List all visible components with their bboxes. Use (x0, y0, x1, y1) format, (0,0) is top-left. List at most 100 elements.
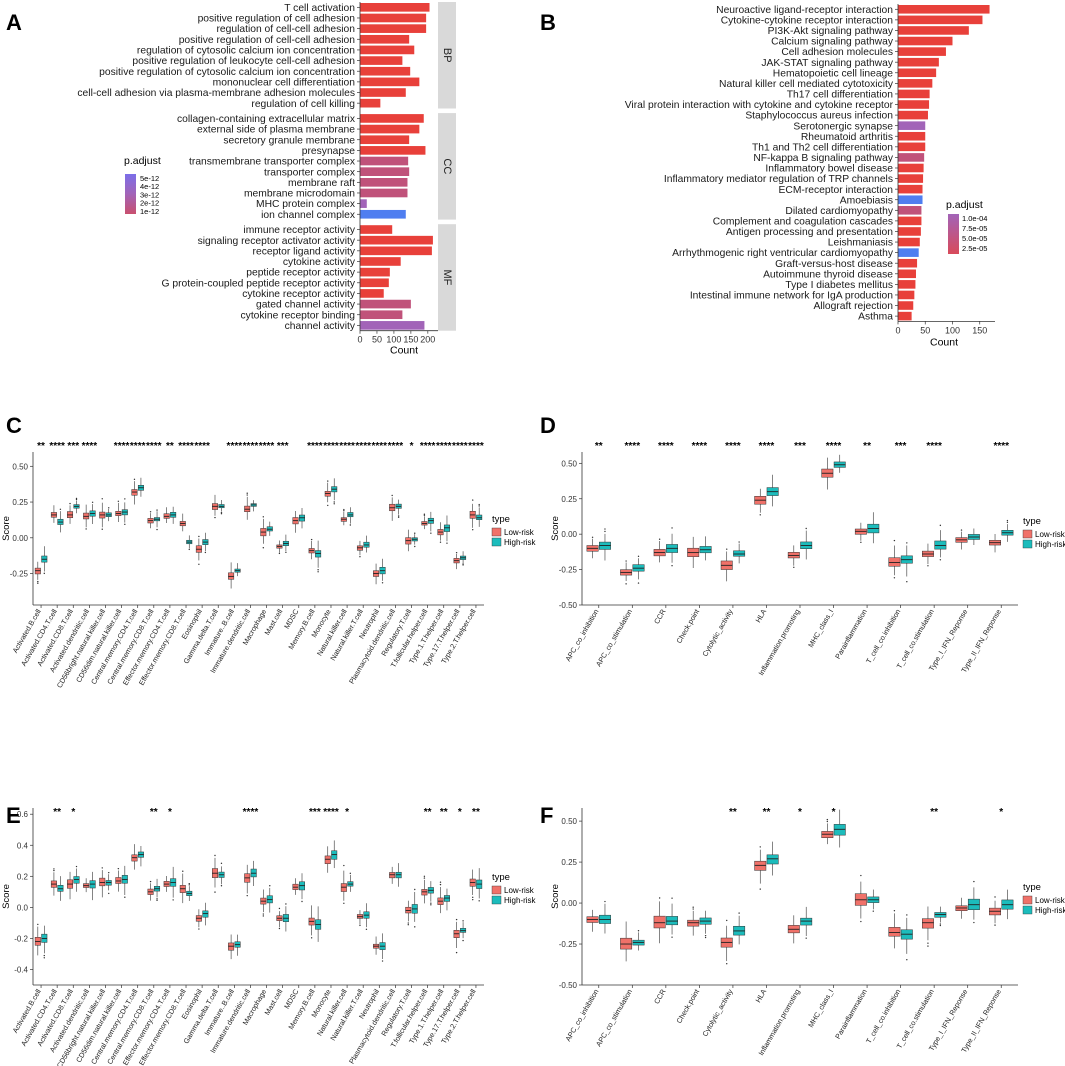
high-risk-box (766, 854, 779, 865)
outlier-point (262, 516, 265, 518)
legend-tick-label: 2e-12 (140, 199, 159, 208)
panel-letter-c: C (6, 413, 22, 438)
outlier-point (278, 927, 281, 930)
outlier-point (906, 581, 908, 583)
outlier-point (692, 906, 694, 908)
outlier-point (860, 920, 862, 923)
kegg-bar (898, 110, 928, 120)
go-bar (360, 24, 427, 33)
legend-tick-label: 1.0e-04 (962, 214, 987, 223)
significance-label: **** (49, 441, 65, 452)
go-bar (360, 310, 403, 320)
kegg-pathway-label: JAK-STAT signaling pathway (761, 58, 893, 69)
y-tick-label: 0.6 (17, 810, 29, 819)
outlier-point (478, 900, 480, 902)
legend-key (491, 527, 502, 537)
low-risk-box (324, 855, 331, 864)
go-bar (360, 114, 424, 123)
outlier-point (343, 864, 345, 867)
outlier-point (69, 502, 71, 505)
legend-tick-label: 5.0e-05 (962, 234, 987, 243)
significance-label: * (345, 807, 349, 818)
x-category-label: HLA (753, 987, 768, 1004)
outlier-point (246, 894, 248, 897)
significance-label: **** (372, 441, 388, 452)
high-risk-box (73, 876, 80, 884)
kegg-pathway-label: Viral protein interaction with cytokine … (625, 100, 894, 111)
outlier-point (278, 907, 281, 910)
outlier-point (826, 818, 829, 821)
y-tick-label: -0.25 (559, 940, 578, 949)
panel-letter-d: D (540, 413, 556, 438)
outlier-point (478, 503, 480, 506)
outlier-point (430, 532, 432, 534)
high-risk-box (733, 550, 746, 557)
kegg-pathway-label: PI3K-Akt signaling pathway (768, 26, 894, 37)
go-bar (360, 13, 427, 23)
go-term-label: secretory granule membrane (223, 135, 355, 146)
outlier-point (658, 897, 661, 899)
x-category-label: APC_co_stimulation (594, 608, 634, 669)
low-risk-box (653, 915, 666, 929)
outlier-point (188, 548, 190, 551)
kegg-pathway-label: Cytokine-cytokine receptor interaction (721, 15, 894, 26)
outlier-point (156, 528, 158, 531)
x-category-label: T_cell_co.stimulation (895, 988, 936, 1051)
kegg-pathway-label: Leishmaniasis (828, 238, 893, 249)
go-bar (360, 278, 389, 288)
legend-tick-label: 5e-12 (140, 174, 159, 183)
panel-letter-e: E (6, 803, 21, 828)
kegg-pathway-label: ECM-receptor interaction (779, 185, 894, 196)
y-axis-title: Score (550, 884, 561, 909)
significance-label: ** (166, 441, 174, 452)
y-tick-label: 0.4 (17, 841, 29, 850)
outlier-point (327, 480, 329, 482)
facet-label: CC (441, 158, 453, 174)
outlier-point (310, 937, 313, 939)
go-term-label: mononuclear cell differentiation (213, 77, 356, 88)
go-bar (360, 135, 410, 145)
outlier-point (117, 867, 120, 870)
legend-key (491, 885, 502, 895)
outlier-point (124, 523, 126, 526)
outlier-point (381, 960, 384, 962)
kegg-bar (898, 248, 919, 257)
outlier-point (455, 552, 458, 554)
x-category-label: Cytolytic_activity (700, 607, 735, 658)
y-axis-title: Score (1, 884, 12, 909)
outlier-point (220, 512, 223, 515)
facet-strip-bp (438, 2, 456, 109)
significance-label: *** (67, 441, 79, 452)
x-tick-label: 0 (357, 335, 362, 345)
legend-key (1022, 529, 1033, 539)
outlier-point (692, 908, 694, 910)
x-category-label: APC_co_inhibition (563, 608, 600, 663)
outlier-point (472, 499, 474, 501)
facet-strip-mf (438, 224, 456, 331)
significance-label: **** (194, 441, 210, 452)
facet-label: MF (441, 270, 453, 286)
outlier-point (75, 865, 78, 868)
low-risk-box (922, 918, 934, 929)
significance-label: **** (114, 441, 130, 452)
go-bar (360, 299, 411, 309)
kegg-pathway-label: Hematopoietic cell lineage (773, 68, 893, 79)
significance-label: **** (759, 441, 775, 452)
outlier-point (124, 896, 126, 898)
go-term-label: regulation of cytosolic calcium ion conc… (137, 46, 355, 57)
significance-label: *** (794, 441, 806, 452)
legend-key (491, 537, 502, 547)
y-tick-label: 0.00 (12, 534, 28, 543)
outlier-point (59, 508, 62, 510)
outlier-point (172, 899, 174, 901)
outlier-point (455, 918, 458, 921)
outlier-point (805, 527, 807, 530)
significance-label: **** (243, 441, 259, 452)
kegg-pathway-label: Allograft rejection (813, 301, 893, 312)
y-tick-label: -0.25 (10, 570, 29, 579)
kegg-pathway-label: Cell adhesion molecules (781, 47, 893, 58)
outlier-point (973, 880, 975, 883)
go-term-label: signaling receptor activator activity (198, 236, 356, 247)
go-bar (360, 267, 390, 277)
